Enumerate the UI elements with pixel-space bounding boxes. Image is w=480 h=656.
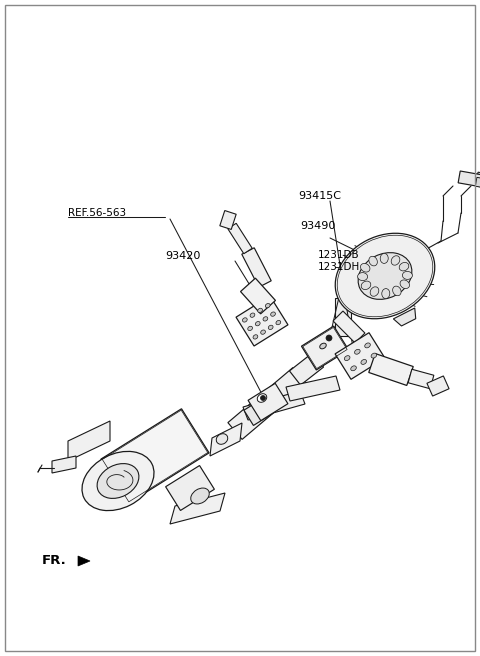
Polygon shape	[78, 556, 90, 566]
Text: 93415C: 93415C	[298, 191, 341, 201]
Polygon shape	[476, 172, 480, 186]
Ellipse shape	[382, 289, 390, 298]
Ellipse shape	[393, 286, 401, 296]
Polygon shape	[228, 367, 307, 440]
Ellipse shape	[351, 366, 356, 371]
Ellipse shape	[258, 308, 263, 312]
Polygon shape	[220, 211, 236, 230]
Text: FR.: FR.	[42, 554, 67, 567]
Ellipse shape	[261, 396, 265, 401]
Polygon shape	[244, 399, 272, 426]
Polygon shape	[101, 409, 209, 503]
Ellipse shape	[242, 318, 247, 322]
Ellipse shape	[335, 234, 435, 319]
Ellipse shape	[250, 313, 255, 318]
Ellipse shape	[371, 353, 377, 358]
Ellipse shape	[271, 312, 276, 316]
Ellipse shape	[191, 488, 209, 504]
Ellipse shape	[255, 321, 260, 326]
Ellipse shape	[399, 262, 409, 271]
Ellipse shape	[369, 256, 377, 266]
Polygon shape	[427, 376, 449, 396]
Polygon shape	[240, 278, 276, 314]
Ellipse shape	[97, 464, 139, 499]
Polygon shape	[236, 296, 288, 346]
Ellipse shape	[248, 326, 252, 331]
Polygon shape	[458, 171, 480, 187]
Ellipse shape	[360, 264, 370, 272]
Text: 93490: 93490	[300, 221, 336, 231]
Ellipse shape	[358, 253, 412, 299]
Polygon shape	[68, 421, 110, 461]
Polygon shape	[242, 248, 271, 287]
Ellipse shape	[268, 325, 273, 329]
Ellipse shape	[361, 281, 371, 289]
Ellipse shape	[261, 330, 265, 335]
Ellipse shape	[365, 343, 371, 348]
Polygon shape	[408, 369, 434, 389]
Ellipse shape	[355, 349, 360, 354]
Ellipse shape	[391, 256, 400, 265]
Ellipse shape	[257, 394, 267, 402]
Ellipse shape	[263, 317, 268, 321]
Ellipse shape	[402, 272, 412, 279]
Text: REF.56-563: REF.56-563	[68, 208, 126, 218]
Ellipse shape	[216, 434, 228, 444]
Text: 1231DB
1231DH: 1231DB 1231DH	[318, 250, 360, 272]
Ellipse shape	[370, 287, 379, 297]
Polygon shape	[333, 311, 365, 343]
Ellipse shape	[380, 253, 388, 264]
Ellipse shape	[253, 335, 258, 339]
Ellipse shape	[82, 451, 154, 510]
Text: 93420: 93420	[165, 251, 200, 261]
Polygon shape	[289, 353, 324, 385]
Polygon shape	[394, 308, 416, 326]
Polygon shape	[369, 354, 413, 386]
Ellipse shape	[400, 280, 409, 289]
Polygon shape	[243, 391, 305, 420]
Polygon shape	[170, 493, 225, 524]
Polygon shape	[286, 376, 340, 401]
Polygon shape	[228, 223, 252, 254]
Ellipse shape	[361, 359, 367, 364]
Polygon shape	[52, 456, 76, 473]
Ellipse shape	[358, 273, 368, 281]
Ellipse shape	[320, 343, 326, 349]
Ellipse shape	[344, 356, 350, 361]
Ellipse shape	[326, 335, 332, 341]
Polygon shape	[301, 326, 348, 370]
Ellipse shape	[276, 320, 281, 325]
Ellipse shape	[265, 304, 270, 308]
Polygon shape	[335, 298, 351, 336]
Polygon shape	[166, 466, 215, 510]
Polygon shape	[248, 383, 288, 420]
Polygon shape	[210, 423, 242, 456]
Polygon shape	[475, 177, 480, 189]
Polygon shape	[335, 333, 385, 379]
